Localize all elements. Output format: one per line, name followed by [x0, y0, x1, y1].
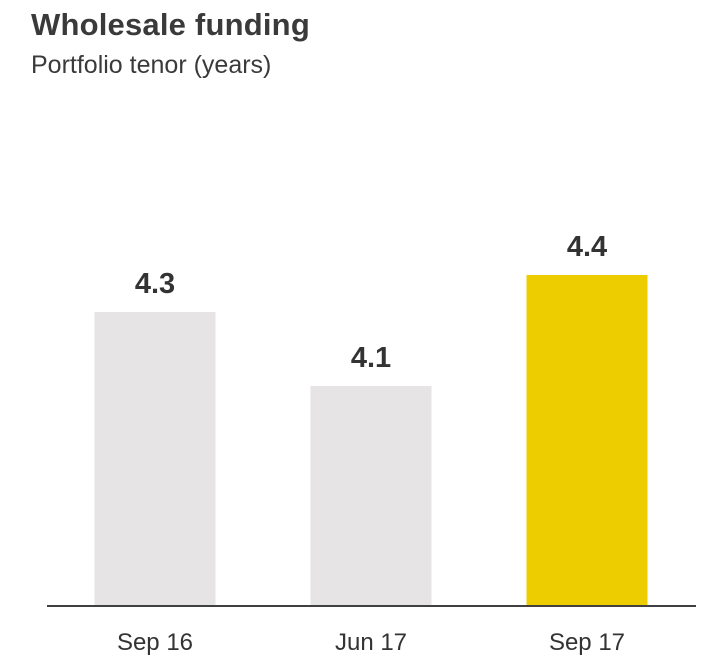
bars-group [94, 275, 648, 606]
x-tick-label: Sep 17 [549, 629, 625, 656]
value-labels-group: 4.3 4.1 4.4 [135, 231, 607, 374]
x-tick-label: Jun 17 [335, 629, 407, 656]
value-label: 4.4 [567, 231, 607, 263]
value-label: 4.3 [135, 268, 175, 300]
x-tick-labels-group: Sep 16 Jun 17 Sep 17 [117, 629, 625, 656]
chart-title: Wholesale funding [31, 7, 310, 42]
value-label: 4.1 [351, 342, 391, 374]
chart-subtitle: Portfolio tenor (years) [31, 51, 272, 79]
bar-jun-17 [310, 386, 432, 606]
x-tick-label: Sep 16 [117, 629, 193, 656]
bar-sep-16 [94, 312, 216, 606]
bar-sep-17 [526, 275, 648, 606]
